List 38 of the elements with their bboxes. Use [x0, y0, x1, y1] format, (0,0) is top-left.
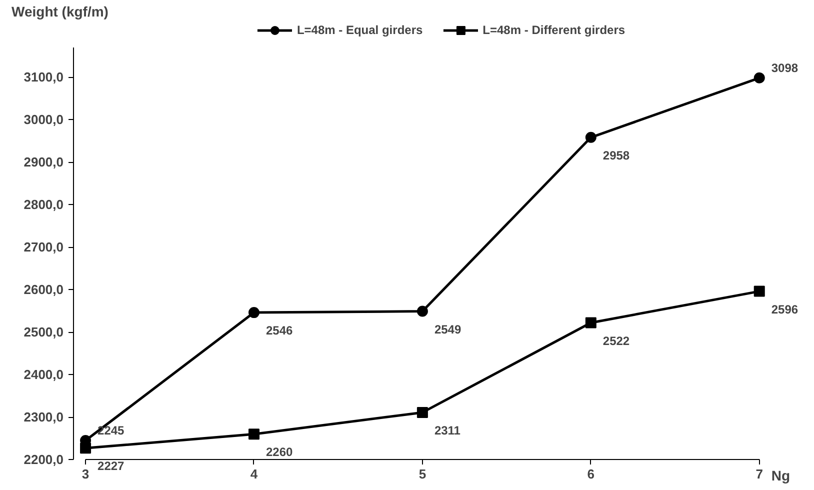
y-tick-label: 2300,0: [24, 410, 64, 425]
data-label: 2245: [98, 424, 125, 438]
y-tick-label: 3000,0: [24, 112, 64, 128]
y-tick-label: 2900,0: [24, 154, 64, 170]
y-tick-label: 2400,0: [24, 367, 64, 382]
y-tick-label: 2700,0: [24, 240, 64, 255]
point: [585, 132, 596, 143]
point: [248, 428, 260, 440]
x-tick-label: 6: [587, 466, 595, 482]
point: [80, 442, 92, 454]
x-tick-label: 5: [418, 466, 426, 482]
x-tick-label: 3: [82, 466, 90, 482]
x-axis-title: Ng: [771, 468, 790, 484]
data-label: 2227: [98, 459, 125, 474]
legend-label: L=48m - Different girders: [482, 23, 626, 37]
point: [248, 307, 260, 318]
point: [416, 306, 428, 317]
y-tick-label: 3100,0: [24, 70, 64, 85]
data-label: 2546: [266, 324, 294, 338]
data-label: 3098: [771, 60, 798, 75]
data-label: 2549: [434, 322, 462, 336]
y-axis-title: Weight (kgf/m): [12, 4, 108, 20]
point: [585, 317, 596, 328]
y-tick-label: 2200,0: [24, 452, 64, 468]
point: [416, 406, 428, 418]
x-tick-label: 4: [250, 466, 258, 482]
legend-label: L=48m - Equal girders: [296, 23, 423, 37]
data-label: 2522: [602, 334, 630, 348]
point: [754, 286, 765, 297]
y-tick-label: 2800,0: [24, 197, 64, 212]
point: [754, 72, 765, 84]
data-label: 2260: [266, 445, 294, 460]
data-label: 2311: [434, 423, 461, 438]
data-label: 2958: [602, 148, 630, 162]
y-tick-label: 2500,0: [24, 324, 64, 340]
data-label: 2596: [771, 302, 798, 316]
x-tick-label: 7: [756, 466, 763, 482]
y-tick-label: 2600,0: [24, 282, 64, 298]
